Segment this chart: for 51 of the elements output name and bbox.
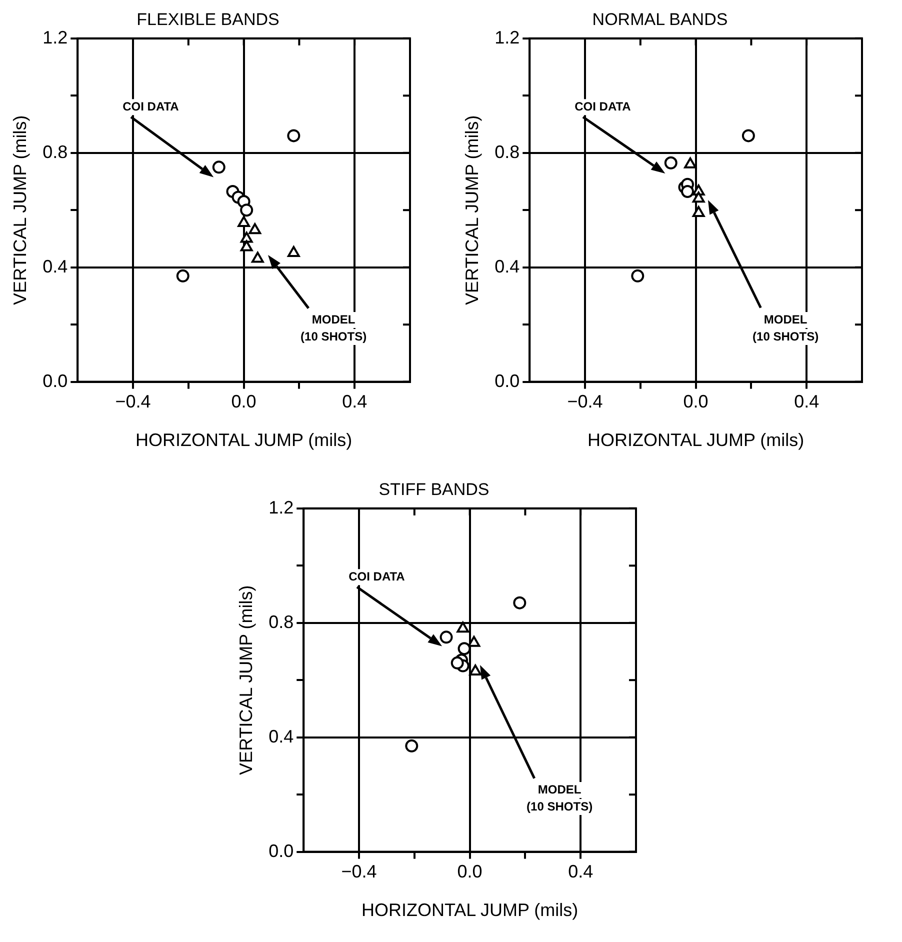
annotation: COI DATA (348, 569, 406, 584)
annotation: COI DATA (122, 99, 180, 114)
point (692, 206, 705, 217)
x-tick-label: 0.0 (683, 392, 708, 412)
x-axis-title: HORIZONTAL JUMP (mils) (135, 430, 352, 450)
annotation: MODEL (10 SHOTS) (300, 312, 367, 344)
y-tick-label: 0.0 (42, 370, 68, 391)
point (681, 185, 694, 198)
point (458, 642, 471, 656)
x-axis-title: HORIZONTAL JUMP (mils) (587, 430, 804, 450)
x-tick-label: 0.0 (457, 862, 482, 882)
x-tick-label: 0.4 (794, 392, 820, 412)
x-tick-label: 0.4 (568, 862, 594, 882)
point (684, 157, 696, 168)
x-tick-label: −0.4 (341, 862, 377, 882)
y-tick-label: 0.4 (268, 726, 294, 746)
y-tick-label: 0.0 (494, 370, 520, 391)
x-axis-title: HORIZONTAL JUMP (mils) (361, 900, 578, 920)
y-tick-label: 0.4 (494, 256, 520, 276)
point (440, 630, 453, 644)
x-tick-label: −0.4 (115, 392, 151, 412)
y-tick-label: 1.2 (42, 27, 68, 48)
point (450, 656, 464, 670)
y-axis-title: VERTICAL JUMP (mils) (10, 115, 30, 305)
chart-title: STIFF BANDS (378, 480, 490, 499)
annotation: MODEL (10 SHOTS) (526, 782, 593, 814)
x-tick-label: −0.4 (567, 392, 603, 412)
chart-title: FLEXIBLE BANDS (136, 10, 280, 29)
x-tick-label: 0.4 (342, 392, 368, 412)
annotation: COI DATA (574, 99, 632, 114)
y-tick-label: 0.8 (268, 612, 294, 632)
point (405, 739, 418, 752)
point (456, 622, 470, 633)
x-tick-label: 0.0 (231, 392, 256, 412)
point (742, 129, 755, 142)
point (692, 192, 705, 203)
chart-title: NORMAL BANDS (592, 10, 728, 29)
y-tick-label: 1.2 (494, 27, 520, 48)
y-tick-label: 1.2 (268, 497, 294, 518)
point (664, 156, 678, 170)
point (631, 269, 644, 282)
point (469, 664, 482, 676)
y-axis-title: VERTICAL JUMP (mils) (462, 115, 482, 305)
y-tick-label: 0.0 (268, 840, 294, 861)
y-tick-label: 0.4 (42, 256, 68, 276)
annotation: MODEL (10 SHOTS) (752, 312, 819, 344)
point (468, 636, 480, 647)
y-tick-label: 0.8 (494, 142, 520, 162)
y-tick-label: 0.8 (42, 142, 68, 162)
y-axis-title: VERTICAL JUMP (mils) (236, 585, 256, 775)
point (513, 596, 526, 610)
